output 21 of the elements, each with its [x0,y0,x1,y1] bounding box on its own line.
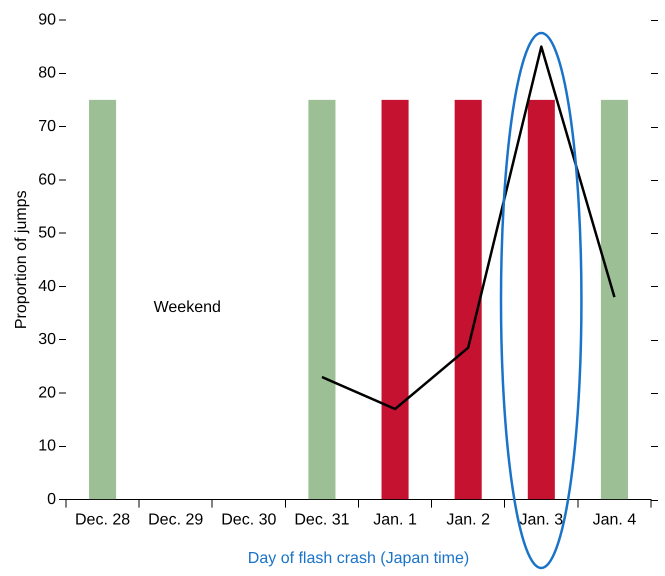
y-tick-label: 50 [38,224,56,242]
y-tick-label: 70 [38,118,56,135]
x-tick-label: Jan. 4 [592,512,636,529]
y-tick-label: 40 [38,278,56,295]
x-tick-label: Jan. 1 [373,512,417,529]
y-tick-label: 60 [38,171,56,188]
y-tick-label: 90 [38,11,56,28]
y-tick-label: 10 [38,438,56,455]
y-tick-label: 80 [38,64,56,82]
x-tick-label: Jan. 2 [446,512,490,529]
y-tick-label: 0 [47,491,56,508]
x-axis-title: Day of flash crash (Japan time) [248,550,470,567]
y-tick-label: 20 [38,384,56,402]
x-tick-label: Dec. 31 [294,512,350,529]
x-tick-label: Dec. 30 [221,512,276,529]
y-tick-label: 30 [38,331,56,348]
x-tick-label: Dec. 28 [74,512,130,529]
annotation: Weekend [154,299,221,316]
y-axis-title: Proportion of jumps [13,190,30,330]
x-tick-label: Dec. 29 [148,512,204,529]
x-tick-label: Jan. 3 [520,512,564,529]
